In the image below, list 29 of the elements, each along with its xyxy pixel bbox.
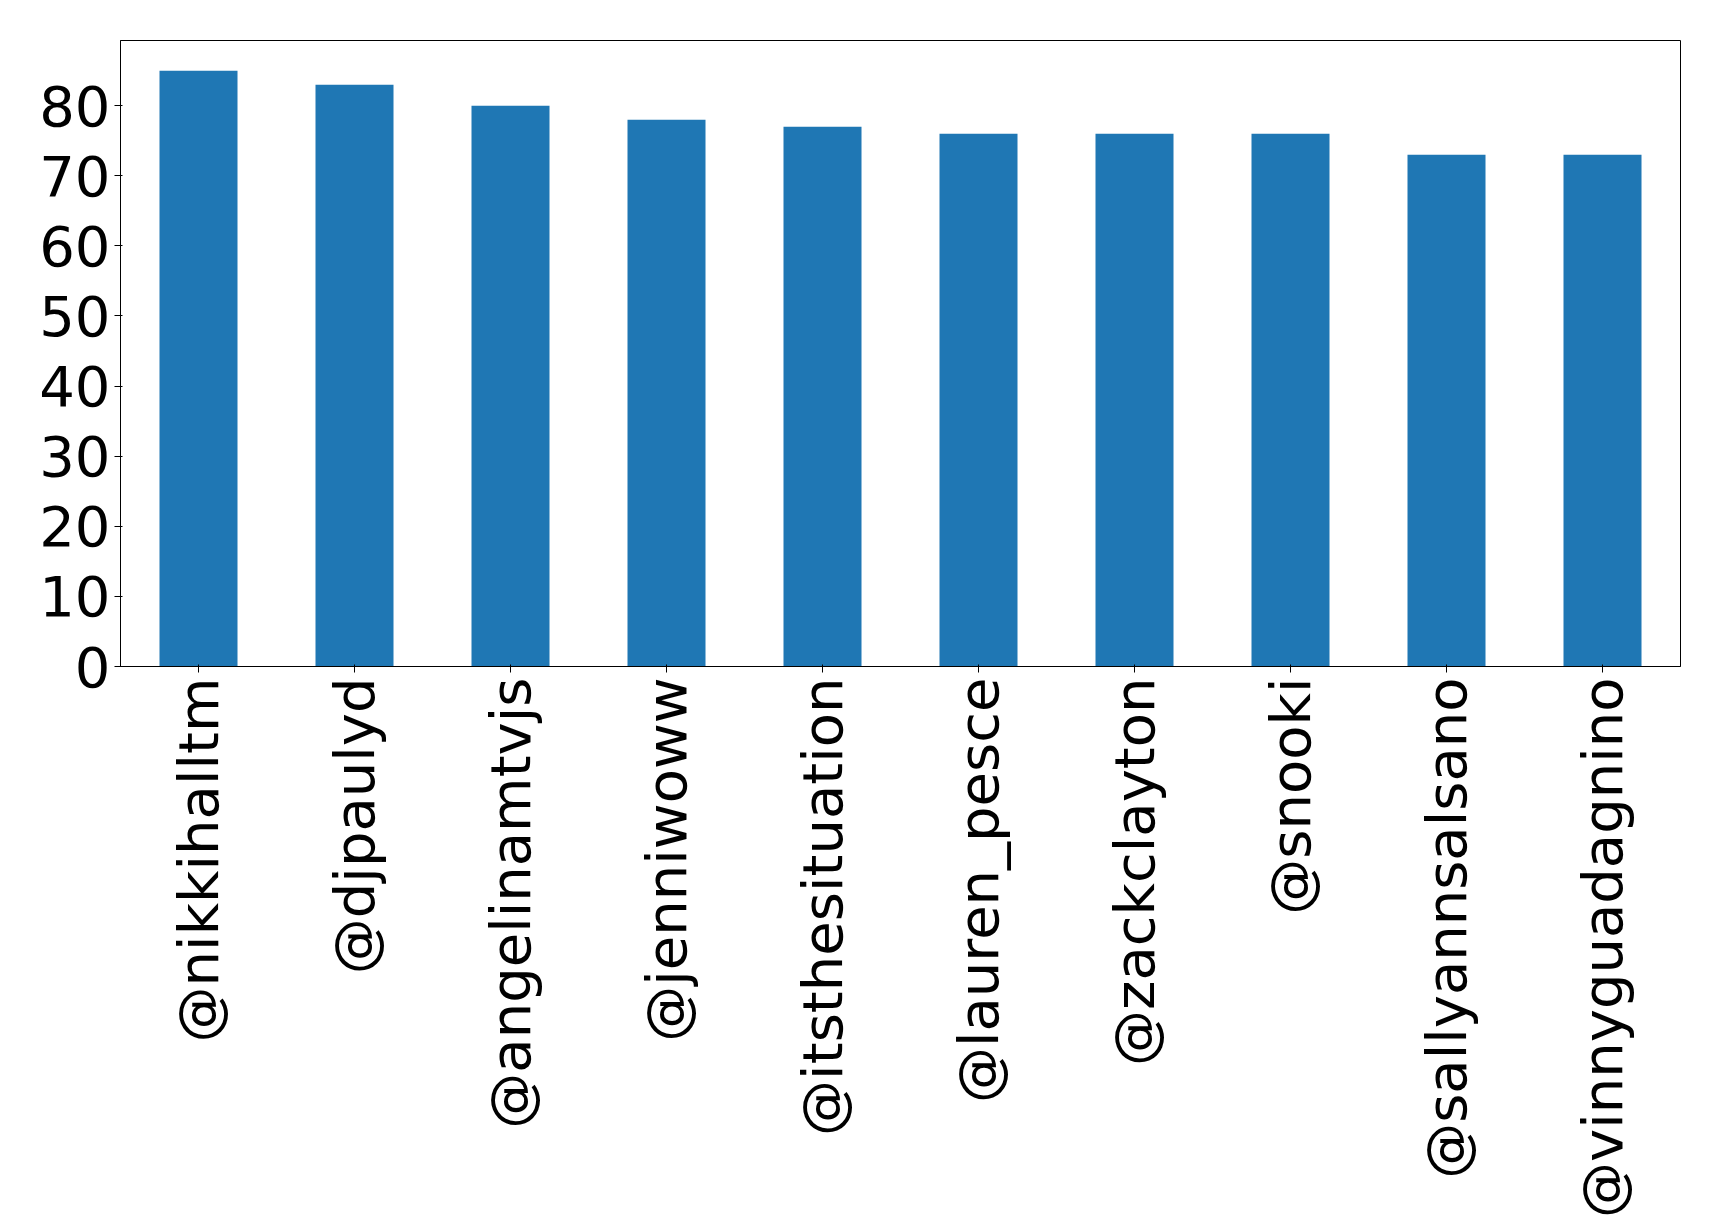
y-tick-label: 20 <box>39 494 111 560</box>
x-tick-label: @nikkihalltm <box>166 677 231 1043</box>
y-tick-label: 10 <box>39 564 111 630</box>
bar <box>939 133 1018 667</box>
x-tick-label: @snooki <box>1258 677 1323 915</box>
y-tick-label: 30 <box>39 424 111 490</box>
x-tick-label: @zackclayton <box>1102 677 1167 1066</box>
bar <box>1251 133 1330 667</box>
x-tick-label: @lauren_pesce <box>946 677 1011 1104</box>
bar <box>159 70 238 667</box>
bar <box>471 105 550 667</box>
bar <box>1563 154 1642 667</box>
y-tick-label: 70 <box>39 143 111 209</box>
bar <box>627 119 706 667</box>
bar <box>1407 154 1486 667</box>
x-tick-label: @jenniwoww <box>634 677 699 1042</box>
bar <box>783 126 862 667</box>
bar <box>315 84 394 667</box>
y-tick-label: 0 <box>74 634 111 700</box>
y-tick-label: 80 <box>39 73 111 139</box>
x-tick-label: @vinnyguadagnino <box>1570 677 1635 1218</box>
x-tick-label: @sallyannsalsano <box>1414 677 1479 1179</box>
bar <box>1095 133 1174 667</box>
y-tick-label: 40 <box>39 354 111 420</box>
x-tick-label: @angelinamtvjs <box>478 677 543 1129</box>
y-tick-label: 60 <box>39 213 111 279</box>
x-tick-label: @itsthesituation <box>790 677 855 1136</box>
x-tick-label: @djpaulyd <box>322 677 387 975</box>
y-tick-label: 50 <box>39 284 111 349</box>
